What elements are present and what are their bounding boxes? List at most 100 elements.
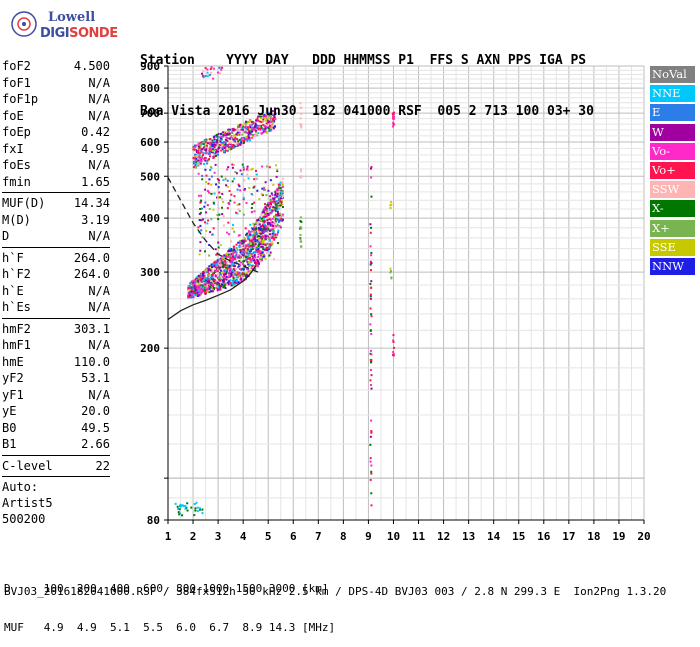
second-hop-point	[264, 130, 267, 133]
param-label: foEs	[2, 158, 31, 172]
interference-point	[393, 111, 396, 114]
second-hop-point	[225, 147, 228, 150]
x-tick-label: 15	[512, 530, 525, 543]
x-tick-label: 19	[612, 530, 625, 543]
second-hop-point	[256, 126, 259, 129]
second-hop-point	[206, 142, 209, 145]
trace-point	[268, 248, 271, 251]
interference-point	[370, 361, 373, 364]
interference-point	[370, 195, 373, 198]
trace-point	[206, 289, 209, 292]
second-hop-point	[202, 158, 205, 161]
second-hop-point	[269, 129, 272, 132]
trace-point	[205, 286, 208, 289]
lowell-digisonde-logo: Lowell DIGISONDE	[10, 6, 130, 42]
trace-point	[277, 214, 280, 217]
param-value: 303.1	[73, 321, 110, 336]
second-hop-point	[271, 122, 274, 125]
trace-point	[204, 188, 207, 191]
trace-point	[241, 163, 244, 166]
trace-point	[259, 232, 262, 235]
second-hop-point	[216, 152, 219, 155]
second-hop-point	[225, 136, 228, 139]
trace-point	[242, 213, 245, 216]
trace-point	[197, 295, 200, 298]
trace-point	[225, 263, 228, 266]
trace-point	[237, 256, 240, 259]
param-row: h`E N/A	[2, 283, 110, 300]
trace-point	[217, 218, 220, 221]
second-hop-point	[199, 159, 202, 162]
x-tick-label: 6	[290, 530, 297, 543]
trace-point	[211, 269, 214, 272]
trace-point	[277, 202, 280, 205]
legend: NoVal NNE E W Vo- Vo+ SSW X- X+ SSE NNW	[650, 66, 695, 277]
trace-point	[276, 223, 279, 226]
trace-point	[225, 254, 228, 257]
trace-point	[243, 179, 246, 182]
trace-point	[200, 279, 203, 282]
trace-point	[211, 283, 214, 286]
trace-point	[205, 211, 208, 214]
trace-point	[196, 276, 199, 279]
second-hop-point	[204, 152, 207, 155]
trace-point	[197, 293, 200, 296]
second-hop-point	[262, 130, 265, 133]
trace-point	[218, 271, 221, 274]
x-tick-label: 17	[562, 530, 575, 543]
trace-point	[226, 260, 229, 263]
second-hop-point	[263, 115, 266, 118]
second-hop-point	[205, 147, 208, 150]
second-hop-point	[215, 133, 218, 136]
trace-point	[248, 272, 251, 275]
trace-point	[219, 264, 222, 267]
trace-point	[228, 264, 231, 267]
second-hop-point	[206, 152, 209, 155]
second-hop-point	[209, 142, 212, 145]
trace-point	[268, 218, 271, 221]
second-hop-point	[234, 145, 237, 148]
y-tick-label: 700	[140, 107, 160, 120]
es-point	[196, 506, 199, 509]
interference-point	[369, 349, 372, 352]
trace-point	[216, 259, 219, 262]
trace-point	[269, 222, 272, 225]
trace-point	[259, 260, 262, 263]
trace-point	[187, 286, 190, 289]
trace-point	[228, 203, 231, 206]
trace-point	[205, 277, 208, 280]
second-hop-point	[244, 123, 247, 126]
interference-point	[369, 478, 372, 481]
second-hop-point	[220, 68, 223, 71]
trace-point	[217, 186, 220, 189]
second-hop-point	[254, 123, 257, 126]
trace-point	[190, 290, 193, 293]
param-row: MUF(D) 14.34	[2, 195, 110, 212]
trace-point	[231, 262, 234, 265]
trace-point	[250, 207, 253, 210]
second-hop-point	[197, 142, 200, 145]
trace-point	[267, 243, 270, 246]
es-point	[186, 502, 189, 505]
trace-point	[216, 196, 219, 199]
trace-point	[248, 231, 251, 234]
trace-point	[274, 203, 277, 206]
interference-point	[389, 271, 392, 274]
trace-point	[257, 218, 260, 221]
trace-point	[252, 245, 255, 248]
param-row: foF1p N/A	[2, 91, 110, 108]
trace-point	[271, 217, 274, 220]
trace-point	[269, 203, 272, 206]
second-hop-point	[205, 157, 208, 160]
trace-point	[226, 281, 229, 284]
trace-point	[269, 251, 272, 254]
trace-point	[253, 253, 256, 256]
second-hop-point	[198, 161, 201, 164]
trace-point	[250, 248, 253, 251]
param-row: foEs N/A	[2, 157, 110, 174]
trace-point	[279, 197, 282, 200]
trace-point	[250, 230, 253, 233]
trace-point	[216, 178, 219, 181]
interference-point	[369, 329, 372, 332]
trace-point	[229, 282, 232, 285]
